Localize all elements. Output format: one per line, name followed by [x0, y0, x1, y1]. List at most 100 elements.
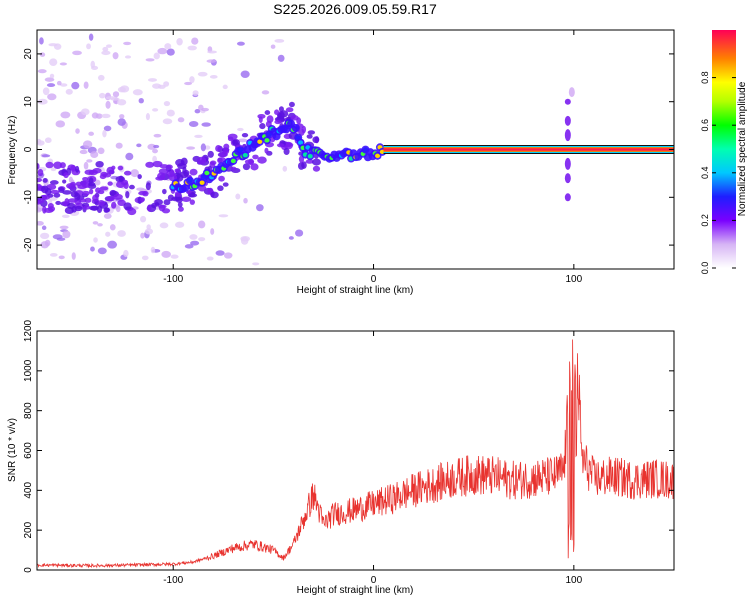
spectrogram-cell	[44, 239, 51, 247]
spectrogram-cell	[564, 157, 571, 170]
spectrogram-cell	[37, 162, 40, 170]
snr-y-axis-label: SNR (10 * v/v)	[7, 418, 18, 482]
spectrogram-cell	[95, 113, 103, 119]
spectrogram-cell	[71, 81, 80, 90]
spectrogram-cell	[39, 52, 46, 57]
spectrogram-cell	[49, 252, 58, 257]
spectrogram-cell	[79, 149, 88, 155]
spectrogram-cell	[136, 187, 145, 191]
spectrogram-x-axis-label: Height of straight line (km)	[297, 285, 414, 296]
spectrogram-cell	[103, 213, 112, 219]
spectrogram-cell	[177, 117, 185, 123]
spectrogram-cell	[218, 175, 225, 182]
spectrogram-cell	[235, 193, 241, 200]
spectrogram-cell	[276, 143, 285, 148]
spectrogram-cell	[157, 47, 168, 55]
spectrogram-cell	[301, 161, 307, 169]
spectrogram-cell	[187, 178, 193, 183]
spectrogram-cell	[270, 44, 276, 49]
spectrogram-cell	[187, 45, 197, 51]
spectrogram-x-tick-label: 0	[371, 274, 377, 285]
spectrogram-cell	[123, 170, 132, 176]
spectrogram-cell	[97, 74, 105, 81]
spectrogram-cell	[41, 154, 51, 158]
spectrogram-cell	[162, 188, 167, 195]
spectrogram-cell	[55, 120, 66, 128]
spectrogram-cell	[209, 74, 218, 79]
spectrogram-cell	[264, 138, 270, 143]
spectrogram-cell	[187, 193, 198, 198]
spectrogram-cell	[152, 83, 162, 89]
spectrogram-cell	[94, 179, 101, 186]
spectrogram-cell	[285, 107, 294, 113]
spectrogram-cell	[72, 50, 82, 56]
spectrogram-cell	[44, 77, 55, 82]
spectrogram-cell	[218, 214, 229, 218]
spectrogram-cell	[75, 181, 82, 187]
spectrogram-cell	[138, 98, 144, 104]
spectrogram-cell	[44, 137, 52, 144]
spectrogram-cell	[174, 168, 180, 173]
spectrogram-cell	[62, 190, 72, 195]
spectrogram-cell	[59, 62, 68, 66]
spectrogram-cell	[290, 115, 299, 121]
spectrogram-cell	[295, 229, 304, 237]
spectrogram-cell	[37, 178, 43, 183]
spectrogram-cell	[147, 78, 158, 82]
spectrogram-cell	[53, 161, 63, 169]
spectrogram-cell	[111, 201, 117, 209]
spectrogram-marks	[37, 33, 674, 266]
spectrogram-cell	[163, 100, 171, 107]
spectrogram-cell	[174, 221, 185, 228]
spectrogram-cell	[140, 232, 145, 239]
spectrogram-cell	[144, 228, 154, 235]
spectrogram-cell	[112, 91, 120, 98]
spectrogram-cell	[123, 41, 132, 46]
spectrogram-y-tick-label: -20	[23, 237, 34, 252]
spectrogram-cell	[161, 250, 171, 258]
spectrogram-cell	[250, 163, 259, 171]
spectrogram-cell	[140, 215, 147, 223]
spectrogram-cell	[74, 205, 83, 212]
spectrogram-cell	[83, 81, 89, 89]
spectrogram-cell	[95, 187, 101, 194]
spectrogram-cell	[198, 237, 206, 242]
snr-y-tick-label: 600	[23, 442, 34, 459]
spectrogram-cell	[61, 214, 70, 218]
spectrogram-cell	[240, 70, 250, 79]
spectrogram-cell	[183, 169, 190, 177]
spectrogram-cell	[147, 204, 152, 212]
spectrogram-cell	[189, 234, 198, 240]
spectrogram-y-tick-label: 10	[23, 96, 34, 108]
spectrogram-cell	[237, 138, 248, 143]
spectrogram-cell	[204, 170, 210, 176]
spectrogram-y-tick-label: -10	[23, 190, 34, 205]
spectrogram-cell	[50, 167, 57, 172]
spectrogram-cell	[147, 143, 156, 150]
spectrogram-cell	[80, 108, 90, 116]
spectrogram-cell	[243, 197, 248, 204]
colorbar-label: Normalized spectral amplitude	[737, 81, 748, 216]
spectrogram-cell	[106, 196, 115, 202]
colorbar-tick-label: 0.2	[700, 214, 710, 227]
spectrogram-cell	[132, 89, 143, 96]
spectrogram-cell	[58, 186, 65, 194]
spectrogram-cell	[295, 135, 301, 140]
spectrogram-cell	[49, 73, 55, 79]
spectrogram-cell	[176, 37, 183, 46]
spectrogram-cell	[227, 133, 238, 140]
spectrogram-cell	[222, 182, 229, 187]
spectrogram-cell	[37, 168, 44, 177]
spectrogram-cell	[97, 247, 107, 255]
spectrogram-cell	[75, 165, 80, 173]
spectrogram-cell	[240, 235, 251, 242]
spectrogram-cell	[217, 157, 223, 164]
spectrogram-cell	[184, 244, 194, 249]
spectrogram-cell	[117, 86, 126, 93]
snr-x-tick-label: -100	[163, 575, 183, 586]
spectrogram-cell	[170, 254, 179, 259]
spectrogram-cell	[55, 200, 62, 206]
spectrogram-cell	[90, 151, 99, 158]
spectrogram-cell	[288, 101, 295, 108]
